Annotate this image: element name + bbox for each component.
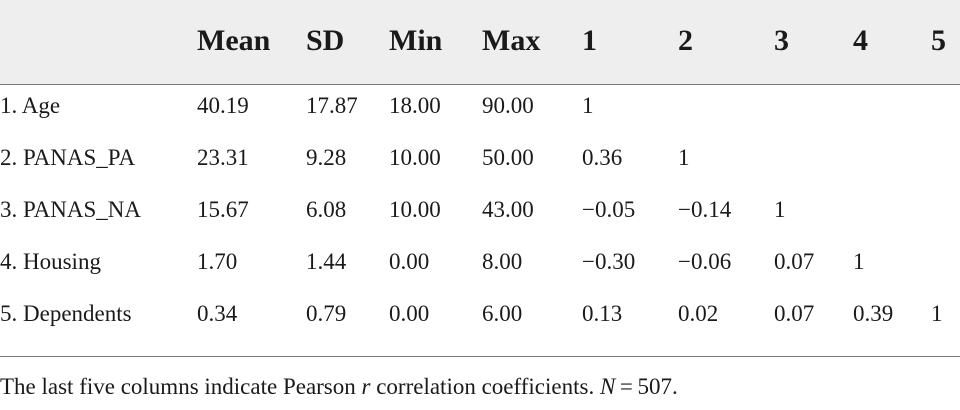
- table-cell: 0.00: [389, 249, 430, 274]
- header-max: Max: [482, 24, 541, 57]
- table-cell: 1: [931, 301, 943, 326]
- table-cell: 15.67: [197, 197, 249, 222]
- table-cell: −0.14: [678, 197, 732, 222]
- header-col-3: 3: [774, 24, 789, 57]
- table-cell: 43.00: [482, 197, 534, 222]
- header-mean: Mean: [197, 24, 271, 57]
- table-cell: 10.00: [389, 145, 441, 170]
- table-cell: 1: [853, 249, 865, 274]
- row-label: 3. PANAS_NA: [0, 197, 142, 222]
- table-cell: −0.30: [582, 249, 636, 274]
- table-cell: 8.00: [482, 249, 523, 274]
- footnote-text-start: The last five columns indicate Pearson: [0, 374, 362, 399]
- table-cell: 1: [774, 197, 786, 222]
- table-cell: 10.00: [389, 197, 441, 222]
- table-cell: 0.39: [853, 301, 894, 326]
- table-cell: 0.00: [389, 301, 430, 326]
- table-cell: 0.07: [774, 249, 815, 274]
- table-cell: 40.19: [197, 93, 249, 118]
- table-cell: 90.00: [482, 93, 534, 118]
- table-cell: 0.13: [582, 301, 623, 326]
- footnote-n-value: = 507.: [615, 374, 678, 399]
- table-cell: 1: [678, 145, 690, 170]
- table-cell: 0.79: [306, 301, 347, 326]
- bottom-rule: [0, 356, 960, 357]
- header-sd: SD: [306, 24, 345, 57]
- table-cell: 50.00: [482, 145, 534, 170]
- table-cell: 23.31: [197, 145, 249, 170]
- table-cell: −0.06: [678, 249, 732, 274]
- table-cell: 1.70: [197, 249, 238, 274]
- table-cell: 6.08: [306, 197, 347, 222]
- table-cell: 0.36: [582, 145, 623, 170]
- table-cell: −0.05: [582, 197, 636, 222]
- row-label: 1. Age: [0, 93, 61, 118]
- header-col-5: 5: [931, 24, 946, 57]
- table-cell: 6.00: [482, 301, 523, 326]
- table-cell: 0.34: [197, 301, 238, 326]
- table-cell: 1.44: [306, 249, 347, 274]
- table-cell: 17.87: [306, 93, 358, 118]
- table-footnote: The last five columns indicate Pearson r…: [0, 374, 678, 400]
- table-cell: 18.00: [389, 93, 441, 118]
- header-rule: [0, 84, 960, 85]
- row-label: 5. Dependents: [0, 301, 132, 326]
- table-cell: 9.28: [306, 145, 347, 170]
- table-header-band: [0, 0, 960, 84]
- footnote-n-symbol: N: [599, 374, 616, 399]
- footnote-text-middle: correlation coefficients.: [370, 374, 600, 399]
- header-min: Min: [389, 24, 443, 57]
- header-col-2: 2: [678, 24, 693, 57]
- footnote-r-symbol: r: [361, 374, 371, 399]
- row-label: 4. Housing: [0, 249, 101, 274]
- row-label: 2. PANAS_PA: [0, 145, 136, 170]
- header-col-1: 1: [582, 24, 597, 57]
- table-cell: 0.02: [678, 301, 719, 326]
- table-cell: 1: [582, 93, 594, 118]
- table-cell: 0.07: [774, 301, 815, 326]
- header-col-4: 4: [853, 24, 868, 57]
